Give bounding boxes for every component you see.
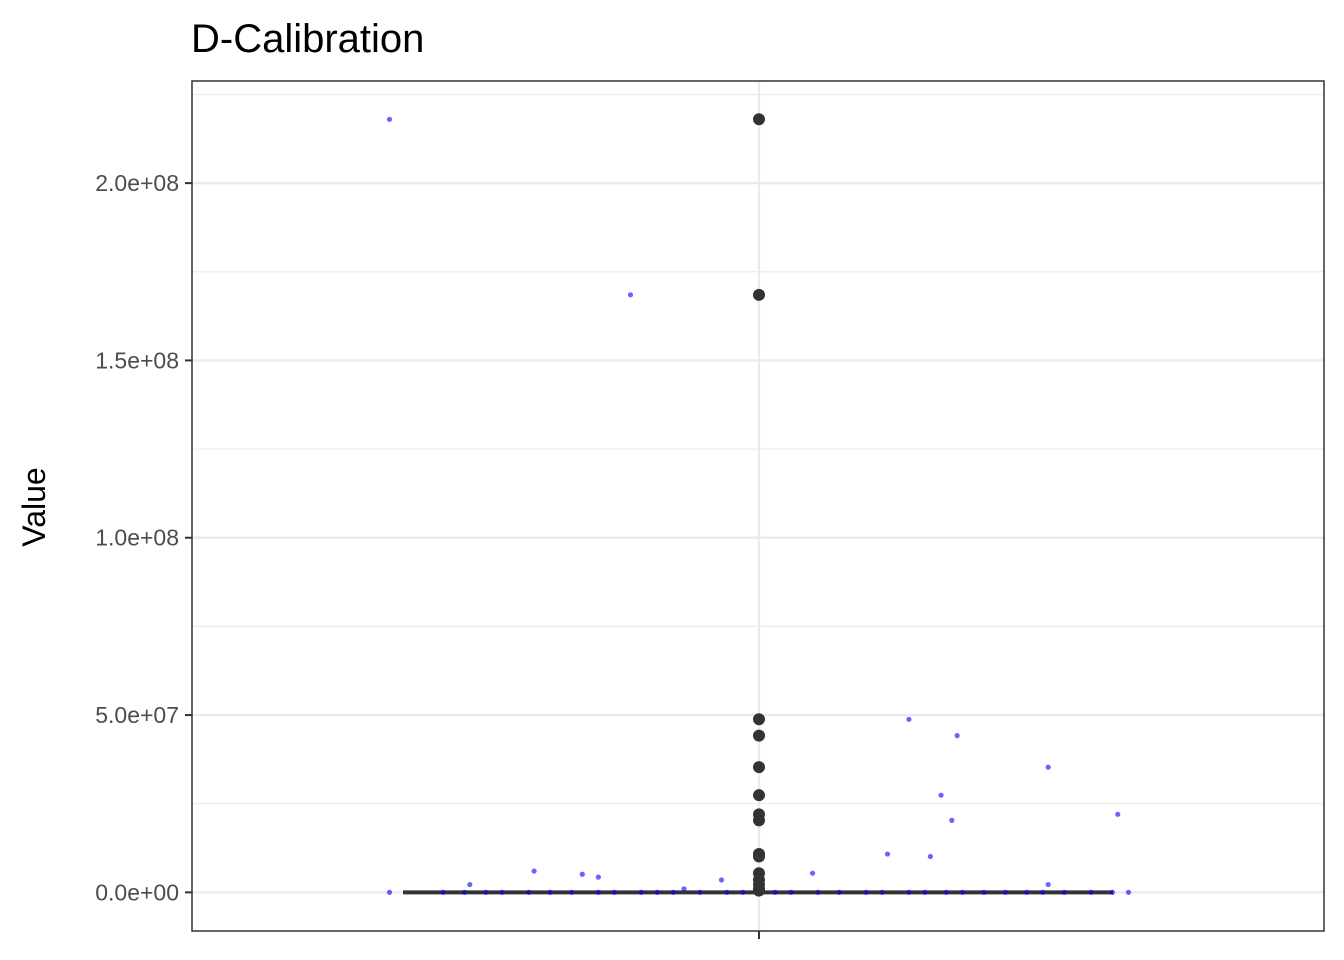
y-tick-label: 1.0e+08 [95,525,179,551]
jitter-point [954,733,960,739]
jitter-point [595,874,601,880]
y-tick-label: 2.0e+08 [95,170,179,196]
jitter-point [1109,889,1116,895]
jitter-point [1125,889,1132,895]
jitter-point [547,889,553,895]
jitter-point [1045,764,1051,770]
panel-border [191,80,1325,932]
jitter-point [1045,881,1051,888]
jitter-point [627,292,634,298]
jitter-point [740,889,746,895]
jitter-point [1024,889,1030,895]
jitter-point [724,889,730,895]
jitter-point [809,870,816,876]
jitter-point [788,889,794,895]
jitter-point [595,889,601,895]
jitter-point [1040,889,1046,895]
jitter-point [531,868,537,874]
jitter-point [461,889,468,895]
outlier-point [753,113,765,126]
jitter-point [1088,889,1094,895]
jitter-point [938,792,944,798]
outlier-point [753,729,765,742]
jitter-point [526,889,532,895]
grid-lines [192,81,1324,931]
jitter-point [718,877,725,883]
jitter-point [670,889,676,895]
chart-title: D-Calibration [191,17,424,61]
jitter-point [467,881,473,888]
outlier-point [753,814,765,827]
jitter-point [922,889,928,895]
jitter-point [611,889,618,895]
jitter-point [483,889,489,895]
jitter-point [879,889,885,895]
outlier-point [753,789,765,802]
jitter-point [906,716,912,722]
outlier-point [753,761,765,774]
jitter-point [884,851,891,857]
jitter-point [981,889,987,895]
jitter-point [863,889,869,895]
jitter-points [386,116,1132,895]
y-tick-label: 1.5e+08 [95,347,179,373]
y-tick-label: 0.0e+00 [95,879,179,905]
jitter-point [949,817,955,823]
jitter-point [1002,889,1008,895]
jitter-point [906,889,912,895]
jitter-point [836,889,842,895]
jitter-point [697,889,703,895]
axes: 0.0e+00 5.0e+07 1.0e+08 1.5e+08 2.0e+08 [95,170,760,939]
jitter-point [579,871,585,877]
jitter-point [654,889,660,895]
jitter-point [568,889,575,895]
outlier-point [753,713,765,726]
jitter-point [943,889,950,895]
jitter-point [440,889,446,895]
jitter-point [927,853,933,860]
jitter-point [815,889,821,895]
jitter-point [386,889,393,895]
boxplot [403,113,1113,897]
outlier-point [753,850,765,863]
y-tick-label: 5.0e+07 [95,702,179,728]
jitter-point [772,889,778,895]
jitter-point [638,889,644,895]
y-axis-label: Value [16,467,52,546]
jitter-point [681,886,687,892]
jitter-point [386,116,393,122]
outlier-point [753,884,765,897]
jitter-point [1115,811,1121,817]
jitter-point [1061,889,1067,895]
jitter-point [959,889,966,895]
outlier-point [753,288,765,301]
jitter-point [499,889,505,895]
